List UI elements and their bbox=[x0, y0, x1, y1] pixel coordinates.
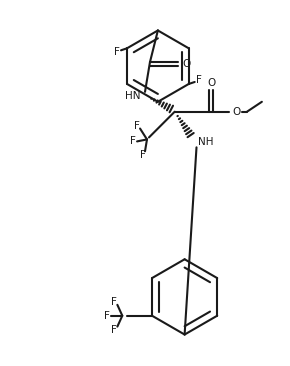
Text: O: O bbox=[182, 59, 191, 69]
Text: F: F bbox=[134, 120, 140, 131]
Text: F: F bbox=[114, 47, 120, 57]
Text: F: F bbox=[140, 150, 146, 160]
Text: F: F bbox=[196, 75, 202, 85]
Text: F: F bbox=[111, 297, 117, 307]
Text: F: F bbox=[111, 325, 117, 335]
Text: HN: HN bbox=[125, 91, 141, 101]
Text: F: F bbox=[104, 311, 109, 321]
Text: NH: NH bbox=[198, 137, 213, 147]
Text: F: F bbox=[130, 137, 136, 146]
Text: O: O bbox=[207, 78, 215, 88]
Text: O: O bbox=[232, 107, 240, 117]
